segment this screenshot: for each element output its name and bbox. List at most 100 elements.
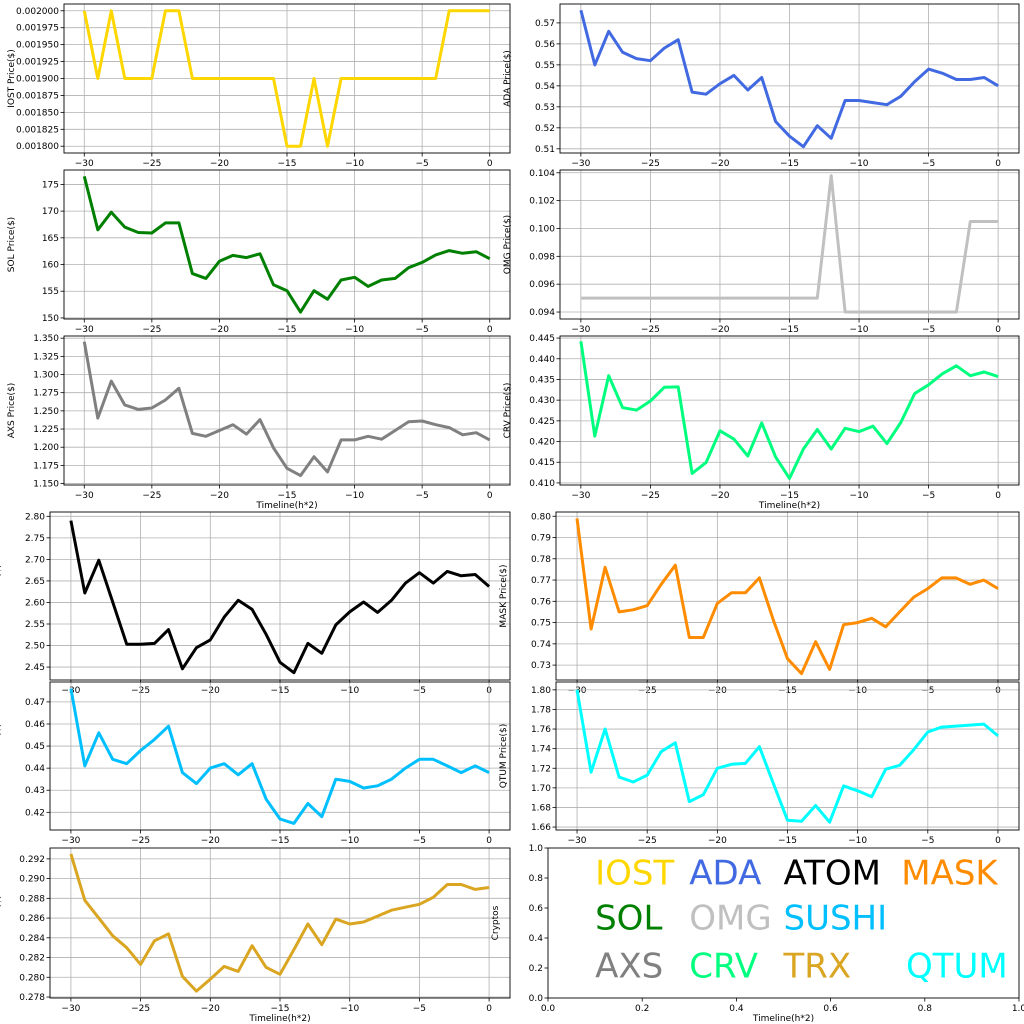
y-axis-label: MASK Price($) [499, 564, 509, 627]
x-tick-label: −15 [278, 491, 297, 501]
plot-frame [559, 169, 1020, 320]
plot-frame [559, 3, 1020, 154]
y-tick-label: 1.325 [33, 352, 59, 362]
x-tick-label: 0.8 [918, 1004, 933, 1014]
chart-panel-iost: −30 −25 −20 −15 −10 −5 0 0.001800 0.001825 0.0018… [7, 3, 511, 169]
series-line-atom [69, 520, 491, 675]
y-tick-label: 0.282 [19, 954, 45, 964]
plot-frame [49, 511, 511, 681]
x-tick-label: −30 [75, 325, 94, 335]
x-tick-label: −5 [413, 1004, 426, 1014]
y-tick-label: 1.250 [33, 407, 59, 417]
y-tick-label: 0.44 [25, 764, 45, 774]
y-tick-label: 0.6 [529, 904, 544, 914]
x-axis-label: Timeline(h*2) [248, 1014, 310, 1024]
x-tick-label: −10 [848, 836, 867, 846]
x-tick-label: −30 [61, 1004, 80, 1014]
x-tick-label: −10 [340, 836, 359, 846]
y-tick-label: 1.200 [33, 443, 59, 453]
x-tick-label: 0 [995, 159, 1001, 169]
x-tick-label: −25 [142, 159, 161, 169]
series-line-mask [575, 518, 999, 676]
y-tick-label: 1.350 [33, 334, 59, 344]
y-tick-label: 2.50 [25, 642, 45, 652]
y-axis-label: SOL Price($) [7, 217, 17, 272]
y-tick-label: 0.8 [529, 874, 544, 884]
x-tick-label: −15 [780, 325, 799, 335]
y-tick-label: 0.54 [535, 82, 555, 92]
y-tick-label: 1.74 [531, 745, 551, 755]
series-line-trx [69, 853, 490, 993]
y-tick-label: 0.001825 [16, 125, 59, 135]
x-tick-label: 0 [995, 325, 1001, 335]
y-tick-label: 0.096 [529, 280, 555, 290]
x-tick-label: −30 [61, 836, 80, 846]
chart-panel-qtum: −30 −25 −20 −15 −10 −5 0 1.66 1.68 1.70 1.72 1.74 1.… [499, 681, 1020, 846]
x-tick-label: −20 [710, 159, 729, 169]
series-line-axs [82, 341, 491, 478]
y-axis-label: QTUM Price($) [499, 724, 509, 789]
y-tick-label: 1.0 [529, 844, 544, 854]
y-tick-label: 150 [42, 314, 59, 324]
legend-label-qtum: QTUM [906, 947, 1008, 987]
y-tick-label: 165 [42, 234, 59, 244]
chart-panel-trx: −30 −25 −20 −15 −10 −5 0 0.278 0.280 0.282 0.284 0.… [0, 847, 511, 1024]
legend-label-iost: IOST [595, 854, 674, 894]
y-tick-label: 0.286 [19, 914, 45, 924]
chart-panel-legend: 0.0 0.2 0.4 0.6 0.8 1.0 0.0 0.2 0.4 0.6 0.8 1.0 IOST… [491, 844, 1024, 1024]
x-tick-label: −30 [571, 491, 590, 501]
legend-label-sol: SOL [595, 899, 662, 939]
x-tick-label: 0 [995, 836, 1001, 846]
series-line-iost [82, 9, 490, 148]
x-tick-label: −5 [922, 325, 935, 335]
y-tick-label: 0.001975 [16, 24, 59, 34]
x-tick-label: 0 [486, 1004, 492, 1014]
x-tick-label: −25 [142, 491, 161, 501]
y-tick-label: 0.410 [529, 479, 555, 489]
y-tick-label: 0.55 [535, 61, 555, 71]
x-tick-label: 0 [487, 325, 493, 335]
y-tick-label: 1.70 [531, 784, 551, 794]
y-tick-label: 0.415 [529, 458, 555, 468]
chart-panel-atom: −30−25−20−15−10−502.452.502.552.602.652.… [0, 511, 511, 696]
y-tick-label: 0.2 [529, 964, 543, 974]
y-tick-label: 1.275 [33, 389, 59, 399]
y-tick-label: 1.78 [531, 705, 551, 715]
x-tick-label: −25 [641, 325, 660, 335]
x-tick-label: −15 [271, 1004, 290, 1014]
x-tick-label: −15 [278, 159, 297, 169]
legend-label-ada: ADA [689, 854, 761, 894]
y-tick-label: 160 [42, 261, 59, 271]
x-tick-label: −30 [75, 159, 94, 169]
x-tick-label: −30 [75, 491, 94, 501]
legend-label-crv: CRV [689, 947, 758, 987]
y-tick-label: 0.77 [531, 576, 551, 586]
y-tick-label: 0.43 [25, 786, 45, 796]
x-tick-label: −5 [416, 159, 429, 169]
y-tick-label: 0.430 [529, 396, 555, 406]
y-tick-label: 0.284 [19, 934, 45, 944]
x-tick-label: −15 [778, 836, 797, 846]
x-tick-label: −10 [345, 491, 364, 501]
plot-frame [63, 169, 511, 320]
y-tick-label: 0.280 [19, 973, 45, 983]
y-tick-label: 2.60 [25, 598, 45, 608]
y-tick-label: 0.46 [25, 720, 45, 730]
y-tick-label: 0.4 [529, 934, 544, 944]
legend-label-omg: OMG [689, 899, 771, 939]
y-tick-label: 1.300 [33, 371, 59, 381]
series-line-sol [82, 176, 491, 314]
y-axis-label: ADA Price($) [503, 50, 513, 107]
x-tick-label: −5 [922, 491, 935, 501]
plot-frame [547, 847, 1020, 999]
y-tick-label: 0.42 [25, 808, 45, 818]
x-tick-label: −5 [922, 159, 935, 169]
series-line-crv [579, 341, 999, 480]
x-tick-label: −15 [278, 325, 297, 335]
chart-panel-crv: −30 −25 −20 −15 −10 −5 0 0.410 0.415 0.420 0.425 0.… [503, 334, 1020, 511]
y-tick-label: 0.51 [535, 145, 555, 155]
y-tick-label: 2.55 [25, 620, 45, 630]
y-tick-label: 170 [42, 207, 59, 217]
y-tick-label: 1.72 [531, 764, 551, 774]
x-tick-label: −20 [708, 836, 727, 846]
